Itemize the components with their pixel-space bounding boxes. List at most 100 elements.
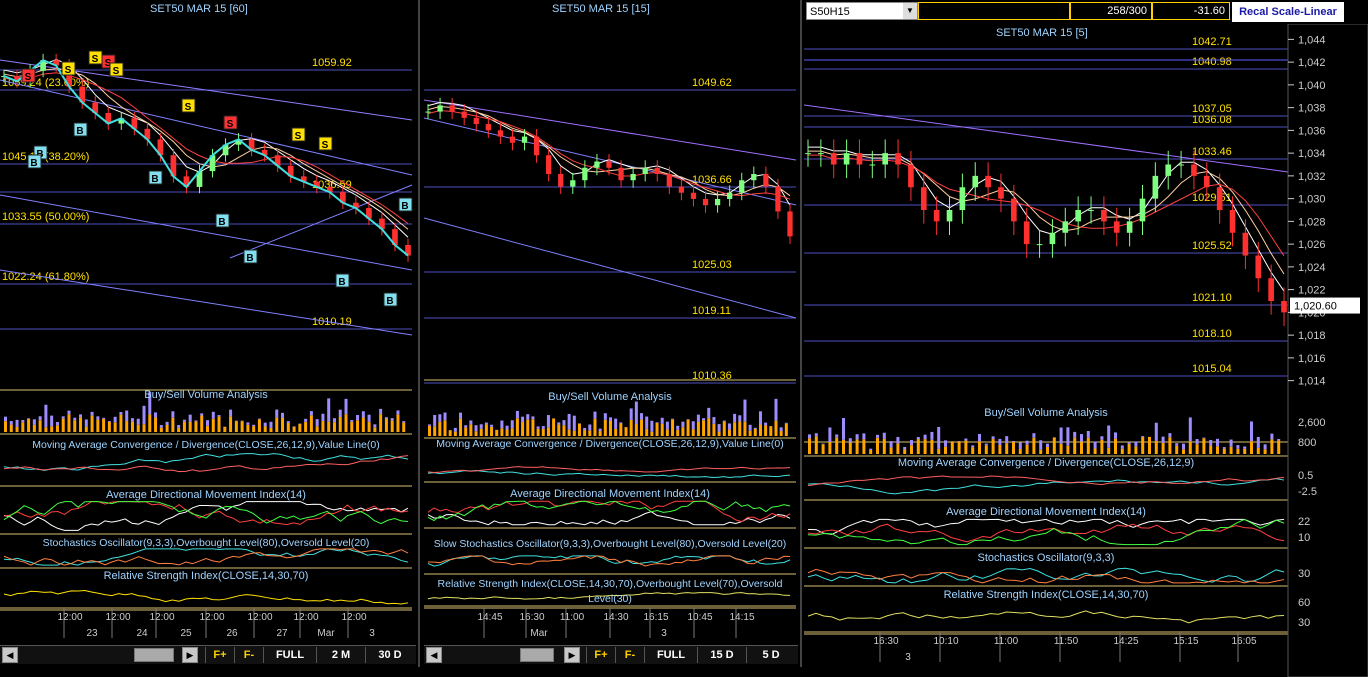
volume-bar xyxy=(748,430,752,436)
volume-bar xyxy=(1209,445,1213,454)
volume-bar xyxy=(1182,449,1185,454)
volume-bar xyxy=(1216,438,1219,447)
candle-body xyxy=(998,187,1004,199)
volume-bar xyxy=(9,424,13,432)
volume-bar xyxy=(1107,425,1111,448)
scroll-left-button[interactable]: ◀ xyxy=(426,647,442,663)
volume-bar xyxy=(194,421,198,432)
price-chart-15[interactable]: 1049.621036.661025.031019.111010.3614:45… xyxy=(424,0,798,667)
time-label: 10:45 xyxy=(687,612,712,623)
volume-bar xyxy=(531,419,535,436)
price-chart-5[interactable]: 1042.711040.981037.051036.081033.461029.… xyxy=(804,0,1368,677)
volume-bar xyxy=(896,443,900,454)
volume-bar xyxy=(206,425,209,432)
volume-bar xyxy=(1263,449,1267,454)
volume-bar xyxy=(177,427,181,432)
indicator-line xyxy=(427,592,791,600)
volume-bar xyxy=(4,416,7,422)
indicator-axis-label: 60 xyxy=(1298,597,1310,609)
date-label: 3 xyxy=(661,628,667,639)
volume-bar xyxy=(696,421,700,436)
candle-body xyxy=(654,167,660,174)
volume-bar xyxy=(1093,441,1097,449)
volume-bar xyxy=(645,428,649,436)
symbol-select[interactable]: S50H15 ▼ xyxy=(806,2,918,20)
rsi-title: Relative Strength Index(CLOSE,14,30,70) xyxy=(103,570,309,582)
volume-bar xyxy=(510,428,514,436)
scroll-thumb[interactable] xyxy=(520,648,554,662)
volume-bar xyxy=(1059,427,1063,444)
volume-bar xyxy=(315,426,319,432)
scrollbar-60[interactable]: ◀ ▶ F+ F- FULL 2 M 30 D xyxy=(0,645,416,664)
range-30d-button[interactable]: 30 D xyxy=(365,647,414,663)
volume-bar xyxy=(350,421,354,432)
volume-bar xyxy=(583,430,587,436)
volume-bar xyxy=(1120,445,1124,449)
volume-bar xyxy=(286,422,290,432)
range-15d-button[interactable]: 15 D xyxy=(697,647,746,663)
volume-bar xyxy=(252,426,256,432)
indicator-line xyxy=(427,555,791,567)
volume-bar xyxy=(84,419,88,427)
stoch-title: Stochastics Oscillator(9,3,3),Overbought… xyxy=(42,537,370,549)
volume-bar xyxy=(32,419,36,425)
candle-body xyxy=(157,139,164,156)
volume-bar xyxy=(702,418,706,421)
date-label: 24 xyxy=(136,628,148,639)
volume-bar xyxy=(500,420,504,429)
recal-scale-button[interactable]: Recal Scale-Linear xyxy=(1232,2,1344,22)
volume-bar xyxy=(645,416,649,429)
zoom-in-button[interactable]: F+ xyxy=(205,647,234,663)
indicator-line xyxy=(3,548,409,566)
volume-bar xyxy=(546,415,550,428)
scroll-left-button[interactable]: ◀ xyxy=(2,647,18,663)
scroll-right-button[interactable]: ▶ xyxy=(564,647,580,663)
volume-bar xyxy=(882,438,886,454)
candle-body xyxy=(1062,221,1069,233)
volume-bar xyxy=(1093,448,1097,454)
level-label: 1059.92 xyxy=(312,57,352,69)
scroll-thumb[interactable] xyxy=(134,648,174,662)
volume-bar xyxy=(396,414,400,432)
volume-bar xyxy=(136,418,140,425)
candle-body xyxy=(1075,210,1081,222)
candle-body xyxy=(105,113,112,124)
chevron-down-icon[interactable]: ▼ xyxy=(903,3,917,19)
range-5d-button[interactable]: 5 D xyxy=(746,647,795,663)
volume-bar xyxy=(373,424,377,428)
candle-body xyxy=(1152,175,1159,199)
volume-bar xyxy=(889,441,893,448)
volume-bar xyxy=(1188,417,1192,442)
volume-bar xyxy=(165,424,169,432)
volume-bar xyxy=(515,418,519,436)
date-label: 3 xyxy=(369,628,375,639)
full-button[interactable]: FULL xyxy=(644,647,697,663)
zoom-out-button[interactable]: F- xyxy=(234,647,263,663)
volume-bar xyxy=(125,421,129,432)
candle-body xyxy=(830,153,837,165)
volume-bar xyxy=(984,445,988,454)
level-label: 1042.71 xyxy=(1192,36,1232,48)
y-axis-label: 1,030 xyxy=(1298,194,1326,206)
full-button[interactable]: FULL xyxy=(263,647,316,663)
candle-body xyxy=(437,105,443,112)
volume-bar xyxy=(21,422,25,432)
volume-bar xyxy=(717,431,721,436)
volume-bar xyxy=(1270,439,1274,454)
zoom-in-button[interactable]: F+ xyxy=(586,647,615,663)
zoom-out-button[interactable]: F- xyxy=(615,647,644,663)
range-2m-button[interactable]: 2 M xyxy=(316,647,365,663)
volume-bar xyxy=(808,434,811,439)
volume-bar xyxy=(603,419,607,436)
scrollbar-15[interactable]: ◀ ▶ F+ F- FULL 15 D 5 D xyxy=(424,645,798,664)
time-label: 16:05 xyxy=(1231,636,1256,647)
volume-bar xyxy=(1141,436,1145,437)
volume-bar xyxy=(298,423,302,432)
volume-bar xyxy=(1243,448,1247,454)
scroll-right-button[interactable]: ▶ xyxy=(182,647,198,663)
volume-bar xyxy=(634,401,638,424)
volume-bar xyxy=(479,428,483,436)
trend-line xyxy=(804,104,1289,173)
indicator-line xyxy=(427,466,791,474)
